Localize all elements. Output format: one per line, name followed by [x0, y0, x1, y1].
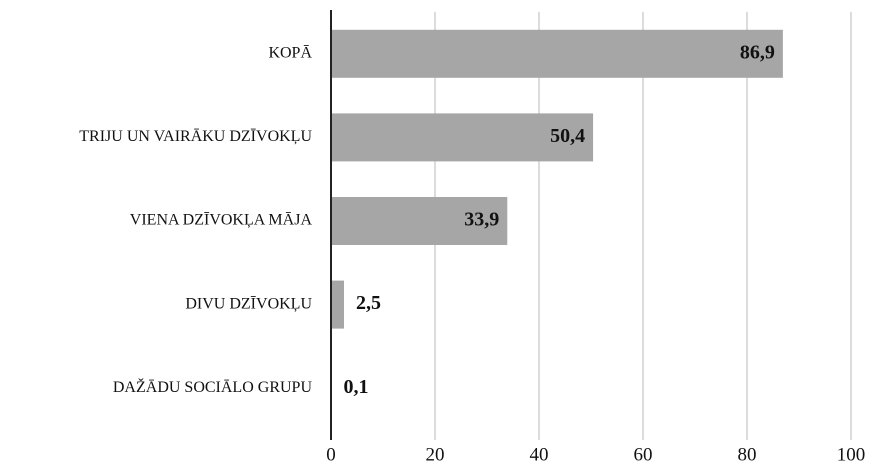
bar [331, 29, 783, 78]
x-tick-label: 100 [837, 444, 866, 465]
x-tick-label: 40 [530, 444, 549, 465]
value-label: 50,4 [550, 125, 585, 147]
y-tick-label: DAŽĀDU SOCIĀLO GRUPU [113, 377, 313, 396]
y-tick-label: TRIJU UN VAIRĀKU DZĪVOKĻU [79, 128, 312, 145]
y-tick-label: DIVU DZĪVOKĻU [185, 295, 312, 312]
bar [331, 197, 508, 245]
x-tick-label: 0 [326, 444, 336, 465]
y-tick-label: KOPĀ [268, 44, 312, 61]
value-label: 86,9 [740, 41, 775, 63]
bar [331, 113, 594, 162]
value-label: 33,9 [464, 209, 499, 231]
y-tick-label: VIENA DZĪVOKĻA MĀJA [130, 212, 313, 229]
x-tick-label: 80 [738, 444, 757, 465]
x-tick-label: 60 [634, 444, 653, 465]
bar [331, 280, 344, 329]
x-tick-label: 20 [426, 444, 445, 465]
value-label: 2,5 [356, 292, 381, 314]
value-label: 0,1 [344, 376, 369, 398]
